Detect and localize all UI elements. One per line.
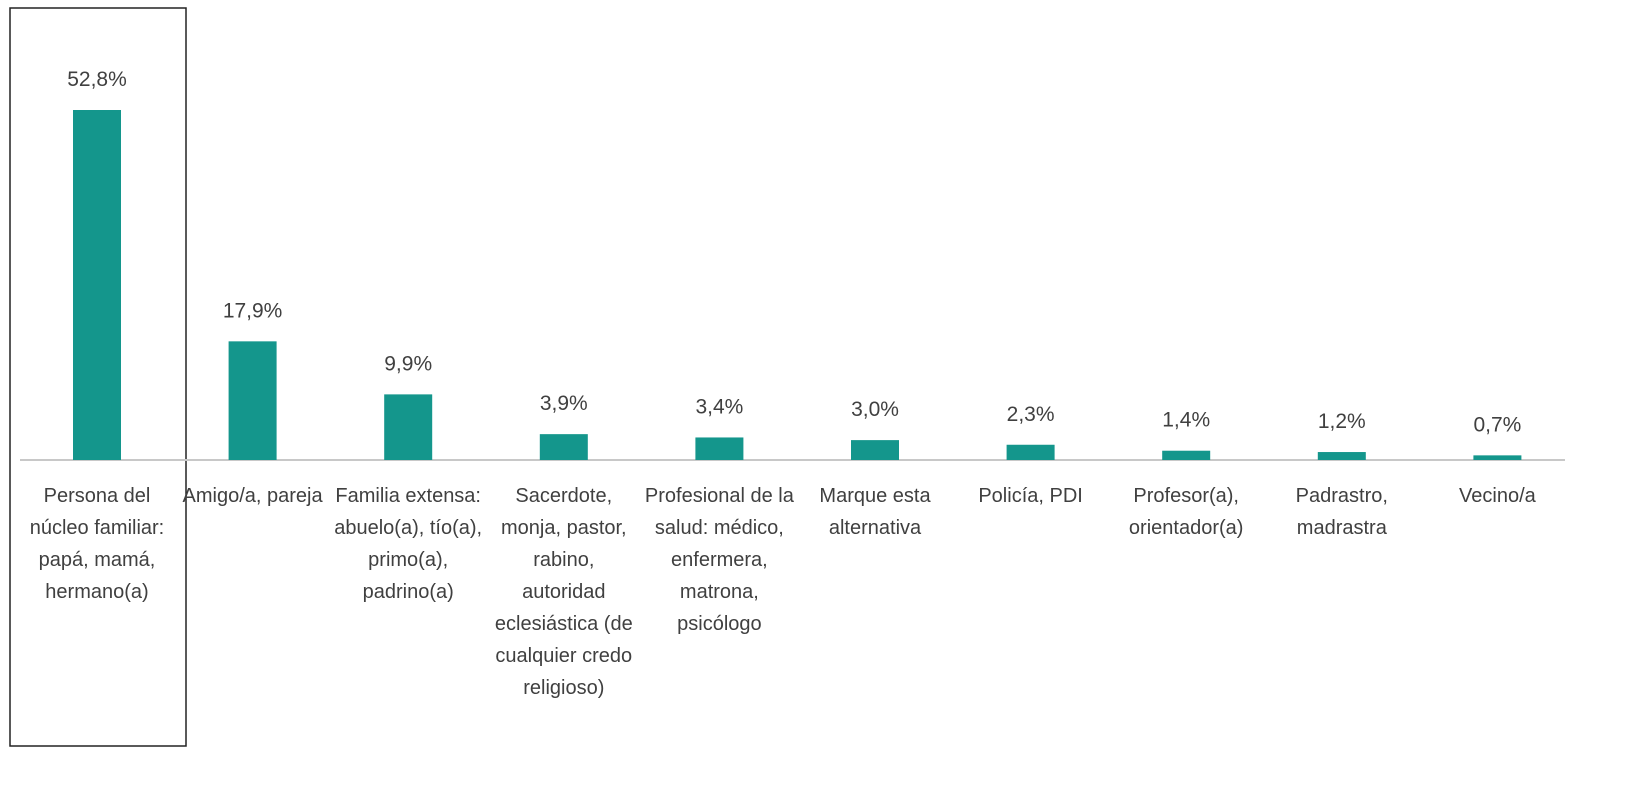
x-tick-label: Padrastro, madrastra [1295, 485, 1388, 539]
highlight-box [9, 7, 187, 747]
value-label: 52,8% [67, 68, 127, 91]
x-tick-label: Profesional de la salud: médico, enferme… [644, 485, 794, 635]
value-label: 9,9% [384, 352, 432, 375]
value-label: 3,4% [695, 395, 743, 418]
x-tick-label: Amigo/a, pareja [182, 485, 323, 507]
x-tick-label: Familia extensa: abuelo(a), tío(a), prim… [334, 485, 483, 603]
value-label: 2,3% [1007, 403, 1055, 426]
value-label: 17,9% [223, 299, 283, 322]
bar [1317, 452, 1366, 460]
bar [695, 437, 744, 460]
x-tick-label: Profesor(a), orientador(a) [1128, 485, 1244, 539]
value-label: 3,0% [851, 398, 899, 421]
x-tick-label: Marque esta alternativa [819, 485, 931, 539]
value-label: 3,9% [540, 392, 588, 415]
bar [384, 394, 433, 460]
x-tick-label: Sacerdote, monja, pastor, rabino, autori… [494, 485, 633, 699]
value-label: 1,2% [1318, 410, 1366, 433]
bar [228, 341, 277, 460]
value-label: 1,4% [1162, 409, 1210, 432]
x-tick-label: Policía, PDI [978, 485, 1083, 507]
bar [1006, 444, 1055, 460]
bar [539, 434, 588, 460]
value-label: 0,7% [1473, 413, 1521, 436]
x-tick-label: Persona del núcleo familiar: papá, mamá,… [29, 485, 165, 603]
x-tick-label: Vecino/a [1459, 485, 1536, 507]
bar [73, 110, 121, 460]
bar [851, 440, 899, 460]
bar [1162, 450, 1211, 460]
bar [1473, 455, 1522, 460]
